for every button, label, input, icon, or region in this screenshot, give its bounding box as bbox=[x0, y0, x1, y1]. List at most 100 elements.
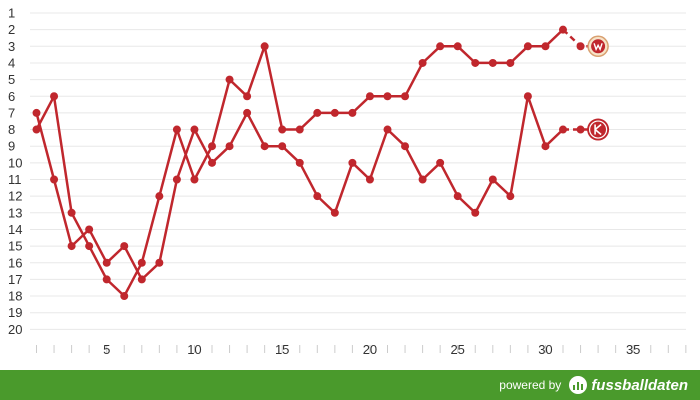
data-point bbox=[208, 142, 216, 151]
x-tick-label: 15 bbox=[275, 342, 289, 357]
data-point bbox=[260, 42, 269, 51]
data-point bbox=[313, 108, 322, 117]
data-point bbox=[488, 175, 497, 184]
data-point bbox=[576, 125, 585, 134]
data-point bbox=[85, 242, 94, 251]
y-tick-label: 16 bbox=[8, 255, 22, 270]
data-point bbox=[436, 158, 445, 167]
data-point bbox=[365, 175, 374, 184]
data-point bbox=[541, 42, 550, 51]
data-point bbox=[32, 108, 41, 117]
y-tick-label: 11 bbox=[8, 172, 22, 187]
data-point bbox=[383, 92, 392, 101]
data-point bbox=[120, 242, 129, 251]
data-point bbox=[330, 108, 339, 117]
x-tick-label: 25 bbox=[450, 342, 464, 357]
data-point bbox=[348, 158, 357, 167]
data-point bbox=[488, 58, 497, 67]
data-point bbox=[418, 58, 427, 67]
y-tick-label: 7 bbox=[8, 105, 15, 120]
data-point bbox=[523, 92, 532, 101]
crest-mark bbox=[593, 43, 603, 52]
data-point bbox=[401, 92, 410, 101]
data-point bbox=[155, 258, 164, 267]
data-point bbox=[436, 42, 445, 51]
data-point bbox=[365, 92, 374, 101]
data-point bbox=[471, 58, 480, 67]
club-crest-wuerzburg-icon bbox=[587, 35, 609, 58]
data-point bbox=[172, 125, 181, 134]
data-point bbox=[67, 242, 76, 251]
data-point bbox=[313, 192, 322, 201]
data-point bbox=[506, 58, 515, 67]
data-point bbox=[278, 125, 287, 134]
y-tick-label: 20 bbox=[8, 322, 22, 337]
brand-name: fussballdaten bbox=[591, 376, 688, 394]
series-1 bbox=[32, 25, 609, 301]
x-tick-label: 35 bbox=[626, 342, 640, 357]
y-tick-label: 14 bbox=[8, 222, 22, 237]
bar-chart-icon bbox=[569, 376, 588, 394]
data-point bbox=[541, 142, 550, 151]
y-tick-label: 18 bbox=[8, 289, 22, 304]
y-tick-label: 13 bbox=[8, 205, 22, 220]
data-point bbox=[208, 158, 216, 167]
data-point bbox=[278, 142, 287, 151]
crest-outer bbox=[587, 118, 610, 141]
y-tick-label: 17 bbox=[8, 272, 22, 287]
data-point bbox=[50, 175, 59, 184]
series-2 bbox=[32, 92, 610, 284]
data-point bbox=[260, 142, 269, 151]
data-point bbox=[225, 142, 234, 151]
data-point bbox=[32, 125, 41, 134]
y-tick-label: 1 bbox=[8, 6, 15, 21]
data-point bbox=[506, 192, 515, 201]
y-tick-label: 8 bbox=[8, 122, 15, 137]
data-point bbox=[243, 92, 252, 101]
data-point bbox=[576, 42, 585, 51]
data-point bbox=[295, 125, 304, 134]
powered-by-label: powered by bbox=[499, 378, 562, 392]
fussballdaten-link[interactable]: powered by fussballdaten bbox=[499, 370, 688, 400]
y-tick-label: 12 bbox=[8, 189, 22, 204]
data-point bbox=[401, 142, 410, 151]
data-point bbox=[523, 42, 532, 51]
data-point bbox=[383, 125, 392, 134]
data-point bbox=[453, 192, 462, 201]
y-tick-label: 4 bbox=[8, 55, 15, 70]
y-tick-label: 5 bbox=[8, 72, 15, 87]
data-point bbox=[453, 42, 462, 51]
crest-ring bbox=[588, 120, 608, 139]
data-point bbox=[102, 275, 111, 284]
data-point bbox=[559, 25, 567, 34]
y-tick-label: 3 bbox=[8, 39, 15, 54]
club-crest-kaiserslautern-icon bbox=[587, 118, 610, 141]
x-tick-label: 20 bbox=[363, 342, 377, 357]
y-tick-label: 2 bbox=[8, 22, 15, 37]
series-line bbox=[35, 95, 564, 281]
y-tick-label: 6 bbox=[8, 89, 15, 104]
x-tick-label: 5 bbox=[103, 342, 110, 357]
data-point bbox=[172, 175, 181, 184]
data-point bbox=[120, 292, 129, 301]
data-point bbox=[155, 192, 164, 201]
data-point bbox=[225, 75, 234, 84]
data-point bbox=[137, 258, 146, 267]
series-lines bbox=[32, 25, 610, 301]
footer-bar: powered by fussballdaten bbox=[0, 370, 700, 400]
x-axis-ticks: 5 10 15 20 25 30 35 bbox=[36, 342, 687, 357]
data-point bbox=[50, 92, 59, 101]
y-tick-label: 10 bbox=[8, 155, 22, 170]
y-tick-label: 19 bbox=[8, 305, 22, 320]
data-point bbox=[190, 125, 199, 134]
data-point bbox=[67, 208, 76, 217]
data-point bbox=[102, 258, 111, 267]
y-tick-label: 9 bbox=[8, 139, 15, 154]
data-point bbox=[85, 225, 94, 234]
data-point bbox=[190, 175, 199, 184]
data-point bbox=[295, 158, 304, 167]
data-point bbox=[330, 208, 339, 217]
crest-mark bbox=[594, 123, 602, 136]
